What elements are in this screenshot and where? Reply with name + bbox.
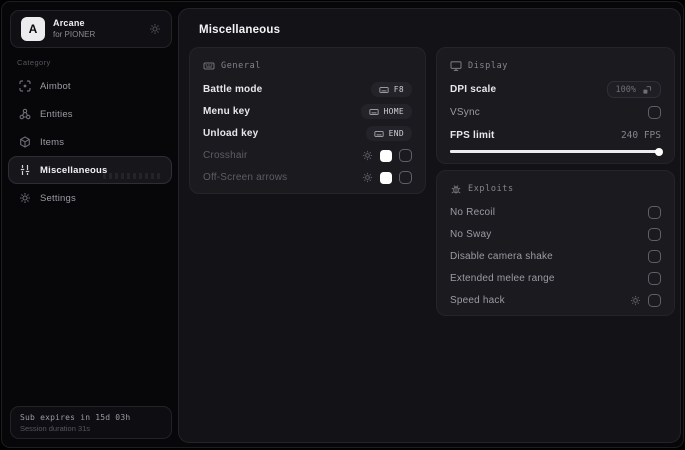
disable-camera-shake-checkbox[interactable] — [648, 250, 661, 263]
keyboard-icon — [368, 107, 379, 117]
no-sway-checkbox[interactable] — [648, 228, 661, 241]
fps-limit-row: FPS limit 240 FPS — [450, 128, 661, 143]
scale-icon — [642, 85, 652, 95]
session-duration-text: Session duration 31s — [20, 423, 91, 433]
extended-melee-range-checkbox[interactable] — [648, 272, 661, 285]
speed-hack-settings-gear-icon[interactable] — [630, 295, 641, 306]
vsync-checkbox[interactable] — [648, 106, 661, 119]
offscreen-arrows-color-swatch[interactable] — [380, 171, 392, 184]
keyboard-icon — [203, 60, 215, 72]
category-label: Category — [17, 58, 51, 67]
offscreen-arrows-row: Off-Screen arrows — [203, 170, 412, 185]
extended-melee-range-row: Extended melee range — [450, 271, 661, 286]
battle-mode-keybind[interactable]: F8 — [370, 82, 412, 97]
keyboard-icon — [373, 129, 384, 139]
crosshair-label: Crosshair — [203, 150, 248, 161]
display-header: Display — [468, 61, 509, 71]
sidebar-item-settings[interactable]: Settings — [8, 184, 172, 212]
sidebar-item-entities[interactable]: Entities — [8, 100, 172, 128]
main-panel: Miscellaneous General Battle mode — [178, 8, 681, 443]
sidebar-item-label: Settings — [40, 192, 76, 204]
speed-hack-row: Speed hack — [450, 293, 661, 308]
offscreen-arrows-checkbox[interactable] — [399, 171, 412, 184]
subscription-info-card: Sub expires in 15d 03h Session duration … — [10, 406, 172, 439]
slider-fill — [450, 150, 661, 153]
menu-key-label: Menu key — [203, 106, 251, 117]
general-card: General Battle mode F8 Menu key — [189, 47, 426, 194]
disable-camera-shake-row: Disable camera shake — [450, 249, 661, 264]
crosshair-color-swatch[interactable] — [380, 149, 392, 162]
app-name: Arcane — [53, 17, 85, 28]
extended-melee-range-label: Extended melee range — [450, 273, 555, 284]
menu-key-keybind[interactable]: HOME — [360, 104, 412, 119]
sidebar-item-miscellaneous[interactable]: Miscellaneous — [8, 156, 172, 184]
disable-camera-shake-label: Disable camera shake — [450, 251, 553, 262]
sidebar-item-label: Miscellaneous — [40, 164, 108, 176]
speed-hack-checkbox[interactable] — [648, 294, 661, 307]
no-recoil-label: No Recoil — [450, 207, 496, 218]
selected-item-dots-decoration — [103, 173, 161, 179]
vsync-label: VSync — [450, 107, 480, 118]
unload-key-label: Unload key — [203, 128, 259, 139]
page-title: Miscellaneous — [199, 24, 281, 36]
sidebar-item-aimbot[interactable]: Aimbot — [8, 72, 172, 100]
slider-thumb[interactable] — [655, 147, 663, 156]
speed-hack-label: Speed hack — [450, 295, 505, 306]
monitor-icon — [450, 60, 462, 72]
exploits-card: Exploits No Recoil No Sway Disable camer… — [436, 170, 675, 316]
dpi-scale-row: DPI scale 100% — [450, 81, 661, 98]
bug-icon — [450, 183, 462, 195]
crosshair-scan-icon — [19, 80, 31, 92]
battle-mode-row: Battle mode F8 — [203, 82, 412, 97]
dpi-scale-label: DPI scale — [450, 84, 497, 95]
app-header-card: A Arcane for PIONER — [10, 10, 172, 48]
vsync-row: VSync — [450, 105, 661, 120]
sub-expires-text: Sub expires in 15d 03h — [20, 412, 131, 422]
sidebar-item-items[interactable]: Items — [8, 128, 172, 156]
offscreen-arrows-label: Off-Screen arrows — [203, 172, 288, 183]
app-header-text: Arcane for PIONER — [53, 18, 141, 40]
unload-key-row: Unload key END — [203, 126, 412, 141]
no-sway-row: No Sway — [450, 227, 661, 242]
sidebar: A Arcane for PIONER Category — [2, 2, 178, 447]
fps-limit-label: FPS limit — [450, 130, 495, 141]
sliders-icon — [19, 164, 31, 176]
app-logo: A — [21, 17, 45, 41]
sidebar-item-label: Aimbot — [40, 80, 71, 92]
general-header: General — [221, 61, 262, 71]
package-icon — [19, 136, 31, 148]
crosshair-checkbox[interactable] — [399, 149, 412, 162]
gear-icon — [19, 192, 31, 204]
no-sway-label: No Sway — [450, 229, 492, 240]
fps-limit-value: 240 FPS — [620, 130, 661, 141]
header-gear-icon[interactable] — [149, 23, 161, 35]
menu-key-row: Menu key HOME — [203, 104, 412, 119]
sidebar-item-label: Items — [40, 136, 65, 148]
exploits-header: Exploits — [468, 184, 514, 194]
crosshair-row: Crosshair — [203, 148, 412, 163]
no-recoil-row: No Recoil — [450, 205, 661, 220]
display-card: Display DPI scale 100% — [436, 47, 675, 164]
sidebar-item-label: Entities — [40, 108, 73, 120]
dpi-scale-select[interactable]: 100% — [606, 81, 661, 98]
app-subtitle: for PIONER — [53, 30, 96, 40]
keyboard-icon — [379, 85, 389, 95]
fps-limit-slider[interactable] — [450, 147, 663, 156]
offscreen-arrows-settings-gear-icon[interactable] — [362, 172, 373, 183]
battle-mode-label: Battle mode — [203, 84, 263, 95]
entities-network-icon — [19, 108, 31, 120]
no-recoil-checkbox[interactable] — [648, 206, 661, 219]
unload-key-keybind[interactable]: END — [365, 126, 412, 141]
crosshair-settings-gear-icon[interactable] — [362, 150, 373, 161]
sidebar-nav: Aimbot Entities Items — [8, 72, 172, 212]
